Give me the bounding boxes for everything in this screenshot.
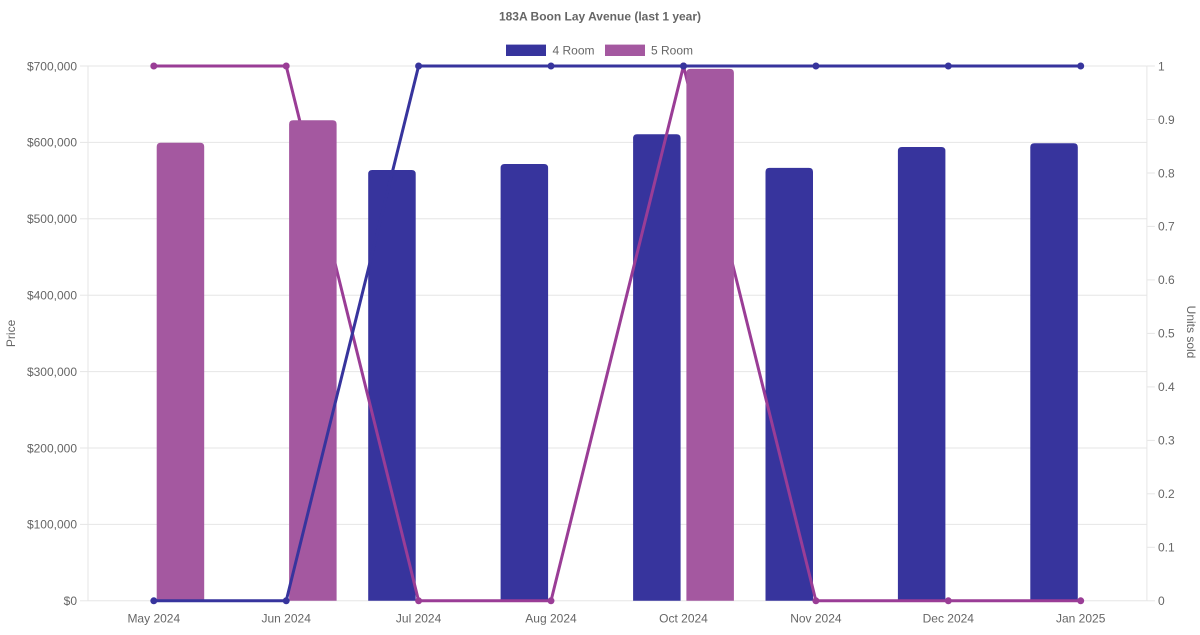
svg-text:Jan 2025: Jan 2025: [1056, 611, 1106, 625]
svg-text:0.7: 0.7: [1158, 220, 1175, 234]
svg-text:$500,000: $500,000: [27, 212, 77, 226]
svg-text:0.4: 0.4: [1158, 380, 1175, 394]
svg-text:Nov 2024: Nov 2024: [790, 611, 842, 625]
svg-text:Dec 2024: Dec 2024: [923, 611, 975, 625]
svg-text:Aug 2024: Aug 2024: [525, 611, 577, 625]
svg-text:0: 0: [1158, 594, 1165, 608]
svg-text:183A Boon Lay Avenue (last 1 y: 183A Boon Lay Avenue (last 1 year): [499, 9, 701, 23]
svg-text:0.3: 0.3: [1158, 434, 1175, 448]
svg-text:$400,000: $400,000: [27, 289, 77, 303]
svg-text:Jul 2024: Jul 2024: [396, 611, 442, 625]
svg-text:4 Room: 4 Room: [553, 44, 595, 58]
svg-text:$0: $0: [64, 594, 78, 608]
svg-text:$300,000: $300,000: [27, 365, 77, 379]
svg-text:Units sold: Units sold: [1184, 306, 1198, 359]
svg-text:0.6: 0.6: [1158, 273, 1175, 287]
svg-text:$600,000: $600,000: [27, 136, 77, 150]
svg-text:0.9: 0.9: [1158, 113, 1175, 127]
svg-text:Oct 2024: Oct 2024: [659, 611, 708, 625]
svg-text:1: 1: [1158, 59, 1165, 73]
svg-text:0.1: 0.1: [1158, 541, 1175, 555]
svg-text:0.5: 0.5: [1158, 327, 1175, 341]
svg-text:Jun 2024: Jun 2024: [262, 611, 312, 625]
svg-text:$200,000: $200,000: [27, 441, 77, 455]
svg-text:0.8: 0.8: [1158, 166, 1175, 180]
svg-text:$700,000: $700,000: [27, 59, 77, 73]
svg-text:0.2: 0.2: [1158, 487, 1175, 501]
svg-text:Price: Price: [4, 319, 18, 347]
svg-text:$100,000: $100,000: [27, 518, 77, 532]
svg-text:May 2024: May 2024: [127, 611, 180, 625]
svg-text:5 Room: 5 Room: [651, 44, 693, 58]
